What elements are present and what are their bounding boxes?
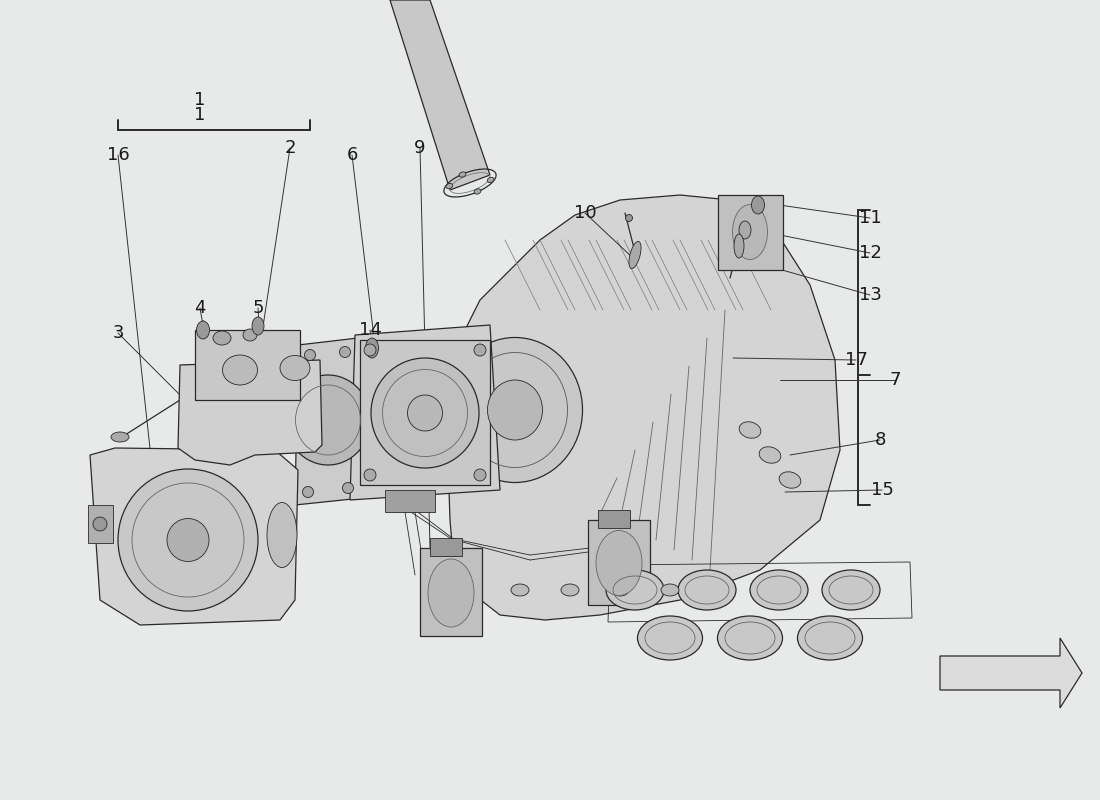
Ellipse shape	[243, 329, 257, 341]
Text: 3: 3	[112, 324, 123, 342]
Ellipse shape	[448, 338, 583, 482]
Ellipse shape	[750, 570, 808, 610]
Ellipse shape	[474, 344, 486, 356]
Text: 13: 13	[859, 286, 881, 304]
Text: 7: 7	[889, 371, 901, 389]
Ellipse shape	[739, 221, 751, 239]
Text: 12: 12	[859, 244, 881, 262]
Ellipse shape	[798, 616, 862, 660]
Bar	[420, 548, 482, 636]
Ellipse shape	[779, 472, 801, 488]
Bar	[598, 510, 630, 528]
Ellipse shape	[734, 234, 744, 258]
Polygon shape	[448, 195, 840, 620]
Ellipse shape	[340, 346, 351, 358]
Ellipse shape	[213, 331, 231, 345]
Ellipse shape	[111, 432, 129, 442]
Ellipse shape	[487, 380, 542, 440]
Text: 17: 17	[845, 351, 868, 369]
Text: 14: 14	[359, 321, 382, 339]
Polygon shape	[350, 325, 500, 500]
Ellipse shape	[474, 189, 481, 194]
Text: 11: 11	[859, 209, 881, 227]
Ellipse shape	[167, 518, 209, 562]
Ellipse shape	[118, 469, 258, 611]
Ellipse shape	[267, 502, 297, 567]
Ellipse shape	[474, 469, 486, 481]
Ellipse shape	[751, 196, 764, 214]
Ellipse shape	[733, 205, 768, 259]
Text: 6: 6	[346, 146, 358, 164]
Ellipse shape	[280, 355, 310, 381]
Ellipse shape	[678, 570, 736, 610]
Bar	[360, 340, 490, 485]
Ellipse shape	[252, 317, 264, 335]
Polygon shape	[90, 448, 298, 625]
Ellipse shape	[371, 358, 478, 468]
Ellipse shape	[364, 344, 376, 356]
Ellipse shape	[197, 321, 209, 339]
Ellipse shape	[222, 355, 257, 385]
Text: 1: 1	[195, 106, 206, 124]
Text: 9: 9	[415, 139, 426, 157]
Bar	[718, 195, 783, 270]
Bar	[385, 490, 435, 512]
Polygon shape	[178, 360, 322, 465]
Polygon shape	[295, 338, 362, 505]
Ellipse shape	[446, 183, 453, 189]
Bar	[588, 520, 650, 605]
Ellipse shape	[286, 375, 371, 465]
Text: 5: 5	[252, 299, 264, 317]
Text: 8: 8	[874, 431, 886, 449]
Ellipse shape	[661, 584, 679, 596]
Text: 1: 1	[195, 91, 206, 109]
Ellipse shape	[610, 584, 629, 596]
Ellipse shape	[365, 338, 378, 358]
Ellipse shape	[759, 446, 781, 463]
Ellipse shape	[638, 616, 703, 660]
Ellipse shape	[428, 559, 474, 627]
Text: 2: 2	[284, 139, 296, 157]
Bar	[195, 330, 300, 400]
Ellipse shape	[487, 178, 494, 182]
Ellipse shape	[305, 350, 316, 361]
Ellipse shape	[459, 172, 466, 177]
Bar	[88, 505, 113, 543]
Ellipse shape	[717, 616, 782, 660]
Ellipse shape	[606, 570, 664, 610]
Ellipse shape	[94, 517, 107, 531]
Ellipse shape	[342, 482, 353, 494]
Ellipse shape	[407, 395, 442, 431]
Bar	[430, 538, 462, 556]
Polygon shape	[390, 0, 490, 190]
Text: 4: 4	[195, 299, 206, 317]
Text: 16: 16	[107, 146, 130, 164]
Ellipse shape	[596, 530, 642, 595]
Ellipse shape	[364, 469, 376, 481]
Ellipse shape	[302, 486, 313, 498]
Polygon shape	[940, 638, 1082, 708]
Text: 10: 10	[574, 204, 596, 222]
Ellipse shape	[626, 214, 632, 222]
Ellipse shape	[512, 584, 529, 596]
Ellipse shape	[629, 242, 641, 269]
Ellipse shape	[561, 584, 579, 596]
Ellipse shape	[822, 570, 880, 610]
Text: 15: 15	[870, 481, 893, 499]
Ellipse shape	[739, 422, 761, 438]
